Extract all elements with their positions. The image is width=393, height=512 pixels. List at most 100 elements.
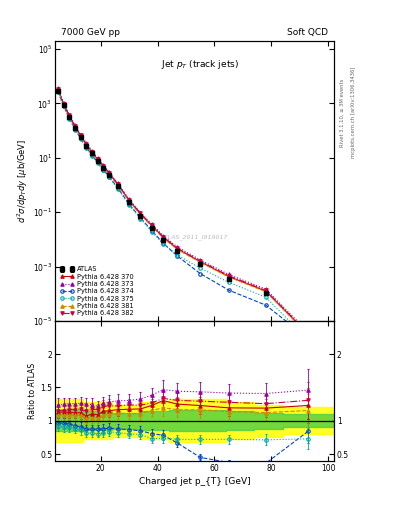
Pythia 6.428 370: [78, 133, 83, 139]
Y-axis label: Ratio to ATLAS: Ratio to ATLAS: [28, 363, 37, 419]
Pythia 6.428 374: [161, 240, 165, 246]
Pythia 6.428 382: [90, 148, 94, 155]
Pythia 6.428 373: [107, 169, 112, 175]
Pythia 6.428 382: [73, 123, 77, 129]
Pythia 6.428 375: [149, 229, 154, 235]
Pythia 6.428 375: [107, 174, 112, 180]
Pythia 6.428 370: [67, 113, 72, 119]
Pythia 6.428 374: [84, 144, 89, 151]
Pythia 6.428 374: [61, 103, 66, 109]
Pythia 6.428 370: [127, 197, 131, 203]
Pythia 6.428 374: [198, 270, 202, 276]
Pythia 6.428 375: [138, 216, 143, 222]
Pythia 6.428 382: [67, 113, 72, 119]
Pythia 6.428 373: [306, 329, 311, 335]
Pythia 6.428 370: [226, 273, 231, 280]
Pythia 6.428 373: [73, 122, 77, 129]
Pythia 6.428 381: [263, 289, 268, 295]
Pythia 6.428 370: [161, 234, 165, 240]
Pythia 6.428 381: [138, 211, 143, 218]
Pythia 6.428 370: [198, 259, 202, 265]
Pythia 6.428 374: [138, 215, 143, 221]
Pythia 6.428 373: [67, 112, 72, 118]
Pythia 6.428 373: [149, 221, 154, 227]
Pythia 6.428 381: [306, 332, 311, 338]
Text: Jet $p_T$ (track jets): Jet $p_T$ (track jets): [161, 58, 239, 71]
Pythia 6.428 382: [161, 234, 165, 240]
Pythia 6.428 373: [78, 132, 83, 138]
Line: Pythia 6.428 373: Pythia 6.428 373: [56, 87, 310, 334]
Pythia 6.428 375: [73, 126, 77, 133]
Pythia 6.428 382: [306, 331, 311, 337]
Pythia 6.428 381: [115, 182, 120, 188]
Pythia 6.428 382: [61, 101, 66, 107]
Text: ATLAS_2011_I919017: ATLAS_2011_I919017: [161, 234, 228, 240]
Pythia 6.428 382: [84, 141, 89, 147]
Pythia 6.428 382: [78, 132, 83, 138]
Text: 7000 GeV pp: 7000 GeV pp: [61, 28, 119, 37]
Pythia 6.428 373: [226, 271, 231, 278]
Pythia 6.428 370: [263, 288, 268, 294]
X-axis label: Charged jet p_{T} [GeV]: Charged jet p_{T} [GeV]: [139, 477, 250, 486]
Pythia 6.428 381: [198, 259, 202, 265]
Pythia 6.428 374: [78, 135, 83, 141]
Pythia 6.428 375: [115, 185, 120, 191]
Pythia 6.428 375: [55, 89, 60, 95]
Pythia 6.428 381: [175, 246, 180, 252]
Pythia 6.428 374: [127, 201, 131, 207]
Pythia 6.428 373: [175, 244, 180, 250]
Pythia 6.428 373: [127, 196, 131, 202]
Pythia 6.428 375: [175, 252, 180, 259]
Pythia 6.428 374: [115, 185, 120, 191]
Pythia 6.428 373: [61, 100, 66, 106]
Pythia 6.428 373: [95, 155, 100, 161]
Pythia 6.428 382: [198, 258, 202, 264]
Pythia 6.428 375: [90, 153, 94, 159]
Pythia 6.428 382: [107, 169, 112, 176]
Pythia 6.428 375: [306, 337, 311, 344]
Pythia 6.428 374: [101, 166, 106, 173]
Pythia 6.428 370: [95, 157, 100, 163]
Pythia 6.428 370: [107, 170, 112, 177]
Pythia 6.428 381: [84, 142, 89, 148]
Pythia 6.428 382: [226, 272, 231, 279]
Pythia 6.428 381: [78, 133, 83, 139]
Pythia 6.428 370: [55, 86, 60, 92]
Pythia 6.428 370: [175, 246, 180, 252]
Pythia 6.428 370: [61, 101, 66, 107]
Pythia 6.428 374: [306, 336, 311, 342]
Pythia 6.428 374: [149, 227, 154, 233]
Pythia 6.428 374: [263, 302, 268, 308]
Pythia 6.428 370: [115, 181, 120, 187]
Pythia 6.428 381: [55, 87, 60, 93]
Pythia 6.428 375: [95, 160, 100, 166]
Pythia 6.428 381: [161, 235, 165, 241]
Pythia 6.428 374: [90, 152, 94, 158]
Pythia 6.428 374: [73, 126, 77, 132]
Pythia 6.428 381: [95, 157, 100, 163]
Text: Soft QCD: Soft QCD: [287, 28, 329, 37]
Pythia 6.428 370: [101, 163, 106, 169]
Pythia 6.428 381: [107, 171, 112, 177]
Pythia 6.428 375: [161, 241, 165, 247]
Pythia 6.428 375: [61, 103, 66, 110]
Pythia 6.428 374: [226, 287, 231, 293]
Pythia 6.428 374: [95, 159, 100, 165]
Pythia 6.428 374: [55, 88, 60, 94]
Pythia 6.428 370: [149, 223, 154, 229]
Pythia 6.428 375: [226, 280, 231, 286]
Y-axis label: $d^2\sigma/dp_{T}dy$ [$\mu$b/GeV]: $d^2\sigma/dp_{T}dy$ [$\mu$b/GeV]: [16, 139, 30, 223]
Pythia 6.428 370: [84, 142, 89, 148]
Pythia 6.428 373: [198, 257, 202, 263]
Pythia 6.428 374: [67, 115, 72, 121]
Pythia 6.428 382: [149, 222, 154, 228]
Pythia 6.428 373: [101, 162, 106, 168]
Pythia 6.428 375: [127, 202, 131, 208]
Pythia 6.428 382: [101, 163, 106, 169]
Pythia 6.428 382: [175, 245, 180, 251]
Pythia 6.428 382: [95, 156, 100, 162]
Pythia 6.428 382: [263, 287, 268, 293]
Pythia 6.428 373: [55, 85, 60, 91]
Pythia 6.428 370: [138, 211, 143, 217]
Pythia 6.428 375: [84, 145, 89, 151]
